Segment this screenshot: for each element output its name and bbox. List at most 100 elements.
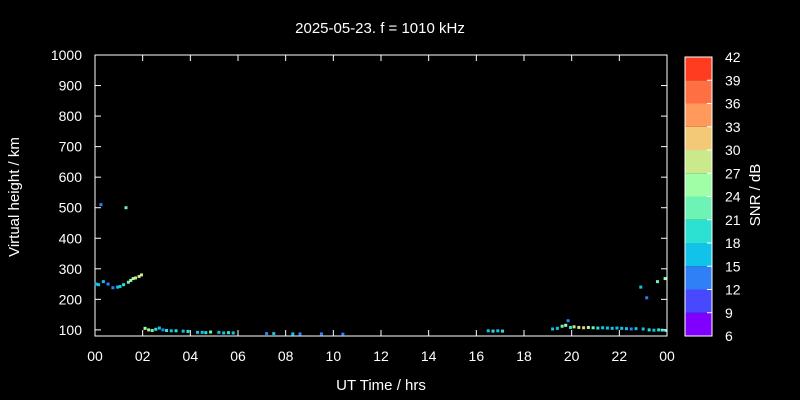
colorbar-tick-label: 9 [725, 305, 733, 321]
data-point [664, 329, 668, 333]
colorbar-tick-label: 39 [725, 72, 741, 88]
data-point [106, 282, 110, 286]
data-point [272, 332, 276, 336]
data-point [200, 330, 204, 334]
x-axis-title: UT Time / hrs [336, 377, 426, 394]
colorbar-tick-label: 15 [725, 258, 741, 274]
y-tick-label: 700 [59, 139, 83, 155]
colorbar-title: SNR / dB [747, 164, 764, 227]
y-tick-label: 400 [59, 230, 83, 246]
data-point [150, 329, 154, 333]
data-point [101, 280, 105, 284]
data-point [586, 325, 590, 329]
data-point [181, 329, 185, 333]
y-axis-ticks: 100 200 300 400 500 600 700 800 900 1000 [51, 47, 667, 338]
data-point [195, 330, 199, 334]
colorbar-segment [685, 243, 712, 267]
colorbar-segment [685, 150, 712, 174]
colorbar: 6 9 12 15 18 21 24 27 30 33 36 39 42 [684, 49, 741, 344]
x-tick-label: 16 [469, 348, 485, 364]
data-point [486, 329, 490, 333]
data-point [99, 203, 103, 207]
data-point [116, 285, 120, 289]
colorbar-tick-label: 24 [725, 189, 741, 205]
data-point [186, 329, 190, 333]
colorbar-tick-label: 12 [725, 282, 741, 298]
data-point [124, 206, 128, 210]
data-point [605, 326, 609, 330]
data-point [582, 326, 586, 330]
data-point [291, 332, 295, 336]
colorbar-segment [685, 196, 712, 220]
colorbar-tick-label: 42 [725, 49, 741, 65]
data-point [647, 328, 651, 332]
data-point [641, 327, 645, 331]
data-point [551, 327, 555, 331]
x-tick-label: 04 [183, 348, 199, 364]
data-point [129, 278, 133, 282]
colorbar-tick-label: 21 [725, 212, 741, 228]
data-point [94, 282, 98, 286]
data-point [204, 331, 208, 335]
data-point [341, 332, 345, 336]
data-point [564, 323, 568, 327]
data-point [209, 330, 213, 334]
colorbar-segment [685, 80, 712, 104]
data-point [663, 277, 667, 281]
y-tick-label: 600 [59, 169, 83, 185]
data-point [596, 326, 600, 330]
data-point [572, 325, 576, 329]
data-point [134, 276, 138, 280]
x-tick-label: 02 [135, 348, 151, 364]
data-point [143, 326, 147, 330]
data-point [629, 327, 633, 331]
data-point [126, 280, 130, 284]
data-point [568, 325, 572, 329]
data-point [601, 326, 605, 330]
data-point [298, 332, 302, 336]
data-point [222, 331, 226, 335]
data-point [147, 328, 151, 332]
colorbar-tick-label: 18 [725, 235, 741, 251]
x-tick-label: 22 [612, 348, 628, 364]
y-tick-label: 1000 [51, 47, 82, 63]
data-point [319, 332, 323, 336]
data-point [161, 328, 165, 332]
y-tick-label: 200 [59, 291, 83, 307]
chart-title: 2025-05-23. f = 1010 kHz [295, 20, 465, 37]
data-point [624, 327, 628, 331]
data-point [555, 326, 559, 330]
x-tick-label: 12 [373, 348, 389, 364]
y-tick-label: 500 [59, 200, 83, 216]
data-point [566, 319, 570, 323]
colorbar-segment [685, 289, 712, 313]
data-point [620, 326, 624, 330]
data-point [639, 285, 643, 289]
y-axis-title: Virtual height / km [6, 137, 23, 257]
x-tick-label: 18 [516, 348, 532, 364]
colorbar-tick-label: 27 [725, 165, 741, 181]
data-point [491, 329, 495, 333]
colorbar-segment [685, 126, 712, 150]
data-point [137, 274, 141, 278]
colorbar-tick-label: 6 [725, 328, 733, 344]
x-tick-label: 10 [326, 348, 342, 364]
data-point [165, 329, 168, 333]
data-point [501, 329, 505, 333]
data-point [615, 326, 619, 330]
data-point [655, 280, 659, 284]
data-point [652, 328, 656, 332]
colorbar-segment [685, 266, 712, 290]
data-point [217, 330, 221, 334]
data-point [174, 329, 178, 333]
data-point [118, 285, 122, 289]
x-axis-ticks: 00 02 04 06 08 10 12 14 16 18 20 22 00 [87, 55, 675, 364]
y-tick-label: 300 [59, 261, 83, 277]
data-point [131, 277, 135, 281]
colorbar-segment [685, 219, 712, 243]
data-point [657, 328, 661, 332]
data-point [591, 326, 595, 330]
x-tick-label: 20 [564, 348, 580, 364]
